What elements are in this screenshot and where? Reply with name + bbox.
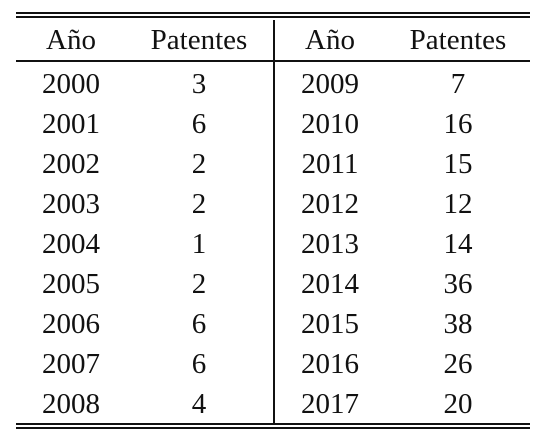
- patents-cell: 38: [443, 308, 473, 340]
- patents-cell: 2: [191, 268, 207, 300]
- patents-cell: 3: [191, 68, 207, 100]
- patents-cell: 15: [443, 148, 473, 180]
- year-cell: 2003: [42, 188, 100, 220]
- patents-cell: 20: [443, 388, 473, 420]
- patents-cell: 1: [191, 228, 207, 260]
- header-patents-left: Patentes: [150, 24, 248, 56]
- header-patents-right: Patentes: [409, 24, 507, 56]
- patents-cell: 12: [443, 188, 473, 220]
- patents-cell: 2: [191, 188, 207, 220]
- patents-cell: 36: [443, 268, 473, 300]
- year-cell: 2011: [301, 148, 359, 180]
- bottom-rule-outer: [16, 427, 530, 429]
- patents-cell: 7: [450, 68, 466, 100]
- patents-cell: 6: [191, 308, 207, 340]
- patents-table: Año Patentes Año Patentes 2000 3 2009 7 …: [16, 12, 530, 437]
- year-cell: 2015: [301, 308, 359, 340]
- year-cell: 2009: [301, 68, 359, 100]
- year-cell: 2012: [301, 188, 359, 220]
- year-cell: 2017: [301, 388, 359, 420]
- top-rule-inner: [16, 16, 530, 18]
- year-cell: 2016: [301, 348, 359, 380]
- year-cell: 2007: [42, 348, 100, 380]
- year-cell: 2013: [301, 228, 359, 260]
- year-cell: 2006: [42, 308, 100, 340]
- header-year-right: Año: [305, 24, 355, 56]
- patents-cell: 2: [191, 148, 207, 180]
- year-cell: 2014: [301, 268, 359, 300]
- header-year-left: Año: [46, 24, 96, 56]
- patents-cell: 16: [443, 108, 473, 140]
- top-rule-outer: [16, 12, 530, 14]
- patents-cell: 4: [191, 388, 207, 420]
- bottom-rule-inner: [16, 423, 530, 425]
- patents-cell: 6: [191, 108, 207, 140]
- patents-cell: 6: [191, 348, 207, 380]
- year-cell: 2002: [42, 148, 100, 180]
- year-cell: 2008: [42, 388, 100, 420]
- year-cell: 2000: [42, 68, 100, 100]
- patents-cell: 14: [443, 228, 473, 260]
- year-cell: 2004: [42, 228, 100, 260]
- year-cell: 2001: [42, 108, 100, 140]
- column-divider: [273, 20, 275, 423]
- year-cell: 2010: [301, 108, 359, 140]
- year-cell: 2005: [42, 268, 100, 300]
- patents-cell: 26: [443, 348, 473, 380]
